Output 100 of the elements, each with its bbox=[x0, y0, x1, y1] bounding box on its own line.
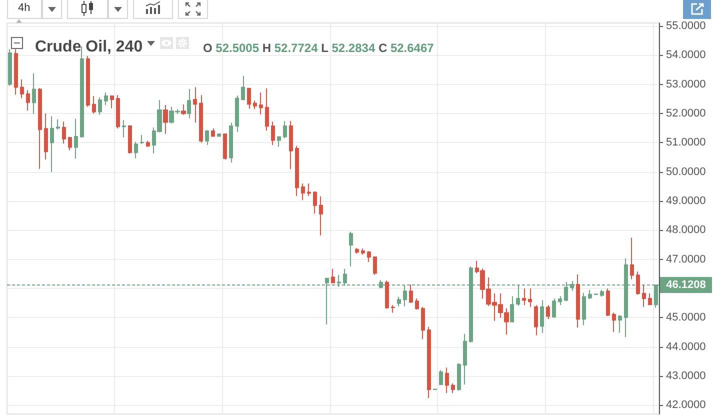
candlestick bbox=[445, 367, 449, 394]
candlestick bbox=[271, 121, 275, 146]
candlestick bbox=[313, 190, 317, 214]
candlestick bbox=[247, 88, 251, 109]
candlestick bbox=[68, 136, 72, 151]
y-tick-label: 49.0000 bbox=[666, 194, 706, 207]
y-tick-label: 47.0000 bbox=[666, 253, 706, 266]
candlestick bbox=[32, 72, 36, 115]
candlestick bbox=[116, 94, 120, 129]
candlestick bbox=[241, 75, 245, 101]
candlestick bbox=[361, 248, 365, 256]
candlestick bbox=[146, 140, 150, 148]
candlestick bbox=[528, 288, 532, 308]
candlestick bbox=[229, 122, 233, 163]
candlestick bbox=[540, 300, 544, 334]
candlestick bbox=[510, 296, 514, 323]
candlestick bbox=[463, 333, 467, 386]
candlestick bbox=[397, 296, 401, 307]
candlestick bbox=[98, 96, 102, 116]
button: 4h bbox=[7, 0, 42, 19]
candlestick bbox=[38, 88, 42, 170]
candlestick bbox=[373, 256, 377, 276]
candlestick bbox=[14, 48, 18, 95]
candlestick bbox=[546, 304, 550, 320]
candlestick bbox=[56, 118, 60, 130]
y-tick-label: 42.0000 bbox=[666, 399, 706, 412]
y-tick-label: 52.0000 bbox=[666, 107, 706, 120]
candlestick bbox=[181, 104, 186, 116]
candlestick bbox=[283, 120, 287, 139]
text: O 52.5005 H 52.7724 L 52.2834 C 52.6467 bbox=[203, 41, 434, 55]
y-tick-label: 48.0000 bbox=[666, 224, 706, 236]
candlestick bbox=[606, 288, 610, 316]
candlestick bbox=[140, 134, 144, 145]
candlestick bbox=[588, 289, 592, 300]
candlestick bbox=[552, 298, 556, 318]
candlestick bbox=[128, 124, 132, 154]
candlestick bbox=[636, 271, 640, 296]
candlestick bbox=[612, 312, 616, 333]
candlestick bbox=[217, 132, 221, 138]
candlestick bbox=[223, 132, 227, 160]
y-tick-label: 51.0000 bbox=[666, 136, 706, 149]
candlestick bbox=[199, 94, 203, 144]
candlestick bbox=[457, 362, 461, 392]
candlestick bbox=[600, 289, 604, 298]
candlestick bbox=[277, 136, 281, 148]
candlestick bbox=[331, 268, 335, 284]
candlestick bbox=[104, 92, 108, 106]
candlestick bbox=[295, 145, 299, 197]
candlestick bbox=[558, 296, 562, 306]
candlestick bbox=[134, 141, 138, 159]
candlestick bbox=[235, 95, 239, 132]
candlestick bbox=[92, 95, 96, 114]
candlestick bbox=[163, 104, 168, 134]
candlestick bbox=[289, 120, 293, 170]
y-tick-label: 53.0000 bbox=[666, 78, 706, 90]
y-tick-label: 55.0000 bbox=[666, 20, 706, 32]
candlestick bbox=[409, 284, 413, 304]
candlestick bbox=[427, 326, 431, 398]
candlestick bbox=[630, 237, 634, 280]
candlestick bbox=[253, 100, 257, 110]
candlestick bbox=[44, 112, 48, 160]
candlestick bbox=[8, 48, 12, 86]
y-tick-label: 54.0000 bbox=[666, 49, 706, 62]
candlestick bbox=[205, 130, 209, 146]
candlestick bbox=[618, 314, 622, 334]
candlestick bbox=[451, 382, 455, 394]
candlestick bbox=[319, 196, 323, 236]
candlestick bbox=[642, 284, 646, 308]
candlestick bbox=[187, 88, 191, 119]
candlestick bbox=[301, 182, 305, 201]
y-tick-label: 45.0000 bbox=[666, 312, 706, 324]
candlestick bbox=[259, 92, 263, 115]
candlestick bbox=[349, 231, 353, 267]
text: Crude Oil, 240 bbox=[35, 38, 143, 56]
candlestick bbox=[110, 94, 114, 109]
candlestick bbox=[385, 280, 389, 310]
candlestick bbox=[265, 88, 269, 132]
candlestick bbox=[307, 182, 311, 197]
candlestick bbox=[74, 118, 78, 160]
candlestick bbox=[211, 128, 215, 138]
candlestick bbox=[582, 292, 586, 326]
candlestick bbox=[26, 90, 30, 112]
y-tick-label: 44.0000 bbox=[666, 340, 706, 353]
candlestick bbox=[648, 292, 652, 306]
candlestick bbox=[415, 298, 419, 310]
y-tick-label: 50.0000 bbox=[666, 166, 706, 178]
candlestick bbox=[576, 274, 580, 328]
ref-line-label: 46.1208 bbox=[666, 279, 706, 292]
candlestick bbox=[367, 250, 371, 262]
candlestick bbox=[20, 78, 24, 99]
candlestick bbox=[80, 46, 84, 138]
candlestick bbox=[86, 55, 90, 108]
candlestick bbox=[534, 304, 538, 336]
candlestick bbox=[594, 292, 598, 296]
candlestick bbox=[62, 121, 66, 144]
candlestick bbox=[122, 120, 126, 138]
candlestick bbox=[193, 86, 197, 123]
y-tick-label: 43.0000 bbox=[666, 370, 706, 382]
candlestick bbox=[355, 247, 359, 254]
candlestick bbox=[50, 116, 54, 172]
